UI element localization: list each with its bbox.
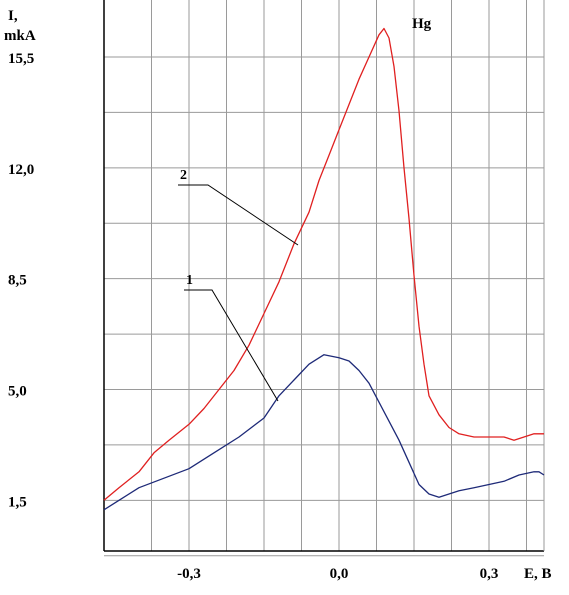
leader-line-2 (178, 184, 299, 246)
curve-label-2: 2 (180, 168, 187, 183)
annotation-layer: 12 (178, 168, 299, 402)
curve-label-1: 1 (186, 273, 193, 288)
y-axis-label-line1: I, (8, 8, 18, 24)
series-line-1 (103, 354, 545, 511)
label-layer: I, mkA Hg E, B 1,5 5,0 8,5 12,0 15,5 -0,3 0,0 0… (4, 8, 552, 582)
y-tick-label: 1,5 (8, 494, 27, 510)
x-tick-label: 0,0 (330, 566, 349, 582)
series-line-2 (103, 27, 544, 501)
grid-layer (104, 0, 544, 557)
y-tick-label: 15,5 (8, 51, 34, 67)
y-axis-label-line2: mkA (4, 28, 36, 44)
leader-line-1 (184, 289, 279, 402)
series-layer (103, 27, 545, 511)
y-tick-label: 8,5 (8, 273, 27, 289)
y-tick-label: 5,0 (8, 384, 27, 400)
x-tick-label: -0,3 (177, 566, 201, 582)
chart-title: Hg (412, 16, 432, 32)
x-tick-label: 0,3 (480, 566, 499, 582)
y-tick-label: 12,0 (8, 162, 34, 178)
x-axis-label: E, B (524, 566, 552, 582)
axis-layer (103, 0, 545, 552)
